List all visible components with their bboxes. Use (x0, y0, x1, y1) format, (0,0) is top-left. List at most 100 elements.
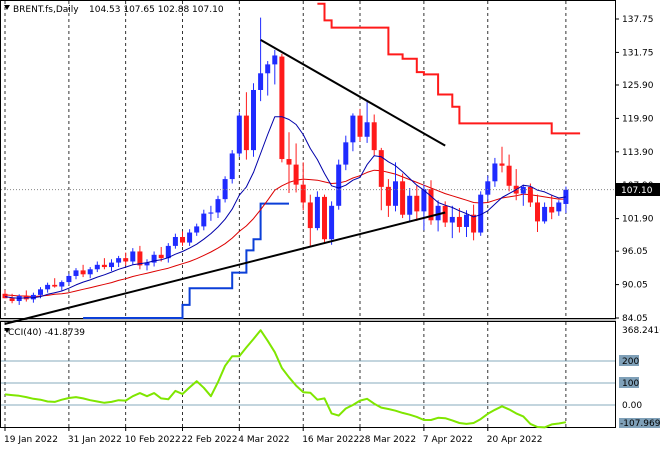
bullish-candle-body (222, 179, 228, 200)
bullish-candle-body (258, 73, 264, 90)
bullish-candle-body (73, 270, 79, 276)
cci-level-tag (619, 355, 639, 366)
bearish-candle-body (80, 270, 86, 275)
cci-max-value: 368.2416 (622, 326, 660, 336)
price-tick-label: 131.75 (622, 48, 654, 58)
bullish-candle-body (492, 163, 498, 182)
bullish-candle-body (343, 142, 349, 165)
bullish-candle-body (407, 195, 413, 215)
time-tick-label: 4 Mar 2022 (238, 435, 289, 445)
bearish-candle-body (293, 164, 299, 185)
time-tick-label: 22 Feb 2022 (182, 435, 238, 445)
bearish-candle-body (2, 293, 8, 299)
cci-min-value: -107.969 (620, 419, 660, 429)
bullish-candle-body (542, 206, 548, 222)
fast-moving-average (4, 116, 566, 299)
bearish-candle-body (428, 189, 434, 221)
cci-level-tag (619, 377, 639, 388)
bullish-candle-body (421, 189, 427, 212)
bullish-candle-body (251, 89, 256, 151)
bullish-candle-body (201, 213, 207, 227)
kijun-sen-line (83, 202, 289, 319)
price-tick-label: 84.05 (622, 314, 648, 324)
cci-pane-frame (0, 321, 616, 428)
bearish-candle-body (180, 236, 185, 243)
bearish-candle-body (371, 122, 377, 151)
time-tick-label: 31 Jan 2022 (68, 435, 122, 445)
bullish-candle-body (38, 289, 43, 295)
bullish-candle-body (449, 216, 455, 223)
time-tick-label: 7 Apr 2022 (423, 435, 473, 445)
cci-dropdown-icon[interactable] (4, 328, 10, 333)
bullish-candle-body (109, 262, 114, 268)
kijun-line (83, 202, 289, 319)
bearish-candle-body (506, 165, 512, 186)
bearish-candle-body (243, 115, 249, 151)
bullish-candle-body (130, 251, 136, 262)
bullish-candle-body (556, 202, 562, 212)
ohlc-values: 104.53 107.65 102.88 107.10 (89, 5, 224, 15)
time-tick-label: 28 Mar 2022 (359, 435, 416, 445)
cci-level-lines (1, 360, 615, 406)
bearish-candle-body (279, 56, 285, 160)
time-tick-label: 19 Jan 2022 (4, 435, 58, 445)
ma-fast-line (4, 116, 566, 299)
price-tick-label: 113.90 (622, 148, 654, 158)
bullish-candle-body (45, 284, 51, 290)
bullish-candle-body (236, 115, 242, 154)
price-tick-label: 96.05 (622, 247, 648, 257)
bullish-candle-body (116, 258, 122, 263)
time-tick-label: 16 Mar 2022 (302, 435, 359, 445)
bullish-candle-body (215, 199, 221, 213)
symbol-dropdown-icon[interactable] (4, 5, 10, 10)
bullish-candle-body (144, 262, 150, 266)
bearish-candle-body (442, 205, 448, 223)
bullish-candle-body (563, 189, 569, 204)
time-axis: 19 Jan 2022 31 Jan 2022 10 Feb 2022 22 Feb … (4, 427, 542, 445)
bullish-candle-body (30, 294, 36, 300)
bullish-candle-body (464, 214, 469, 227)
bullish-candle-body (87, 269, 93, 275)
time-tick-label: 10 Feb 2022 (125, 435, 181, 445)
bullish-candle-body (336, 164, 342, 206)
last-price-tag (616, 183, 660, 196)
ma-slow-line (4, 169, 566, 298)
slow-moving-average (4, 169, 566, 298)
bearish-candle-body (123, 258, 129, 262)
bearish-candle-body (300, 184, 306, 203)
bearish-candle-body (499, 163, 505, 166)
bullish-candle-body (59, 282, 65, 287)
bearish-candle-body (52, 284, 58, 287)
bearish-candle-body (307, 202, 313, 229)
bullish-candle-body (435, 205, 441, 221)
bearish-candle-body (357, 115, 363, 137)
bullish-candle-body (187, 232, 193, 243)
bearish-candle-body (471, 214, 477, 233)
bullish-candle-body (272, 55, 278, 65)
bearish-candle-body (385, 186, 391, 206)
bearish-candle-body (549, 206, 555, 213)
cci-axis: 200 100 0.00 (619, 355, 642, 411)
bullish-candle-body (314, 196, 320, 229)
price-tick-label: 125.90 (622, 81, 654, 91)
bullish-candle-body (485, 181, 491, 195)
bullish-candle-body (172, 236, 178, 246)
bearish-candle-body (378, 150, 384, 187)
bearish-candle-body (456, 216, 462, 227)
bullish-candle-body (520, 186, 526, 194)
bullish-candle-body (208, 212, 214, 214)
bearish-candle-body (414, 195, 420, 212)
bullish-candle-body (194, 226, 200, 233)
bullish-candle-body (329, 205, 335, 240)
bullish-candle-body (165, 245, 171, 259)
price-tick-label: 137.75 (622, 15, 654, 25)
bearish-candle-body (137, 251, 143, 266)
bullish-candle-body (94, 264, 100, 270)
price-tick-label: 101.90 (622, 215, 654, 225)
bearish-candle-body (527, 186, 533, 203)
cci-current-tag (619, 418, 660, 428)
bearish-candle-body (101, 264, 107, 268)
cci-tick-label: 200 (622, 357, 639, 367)
main-pane-frame (0, 0, 616, 319)
